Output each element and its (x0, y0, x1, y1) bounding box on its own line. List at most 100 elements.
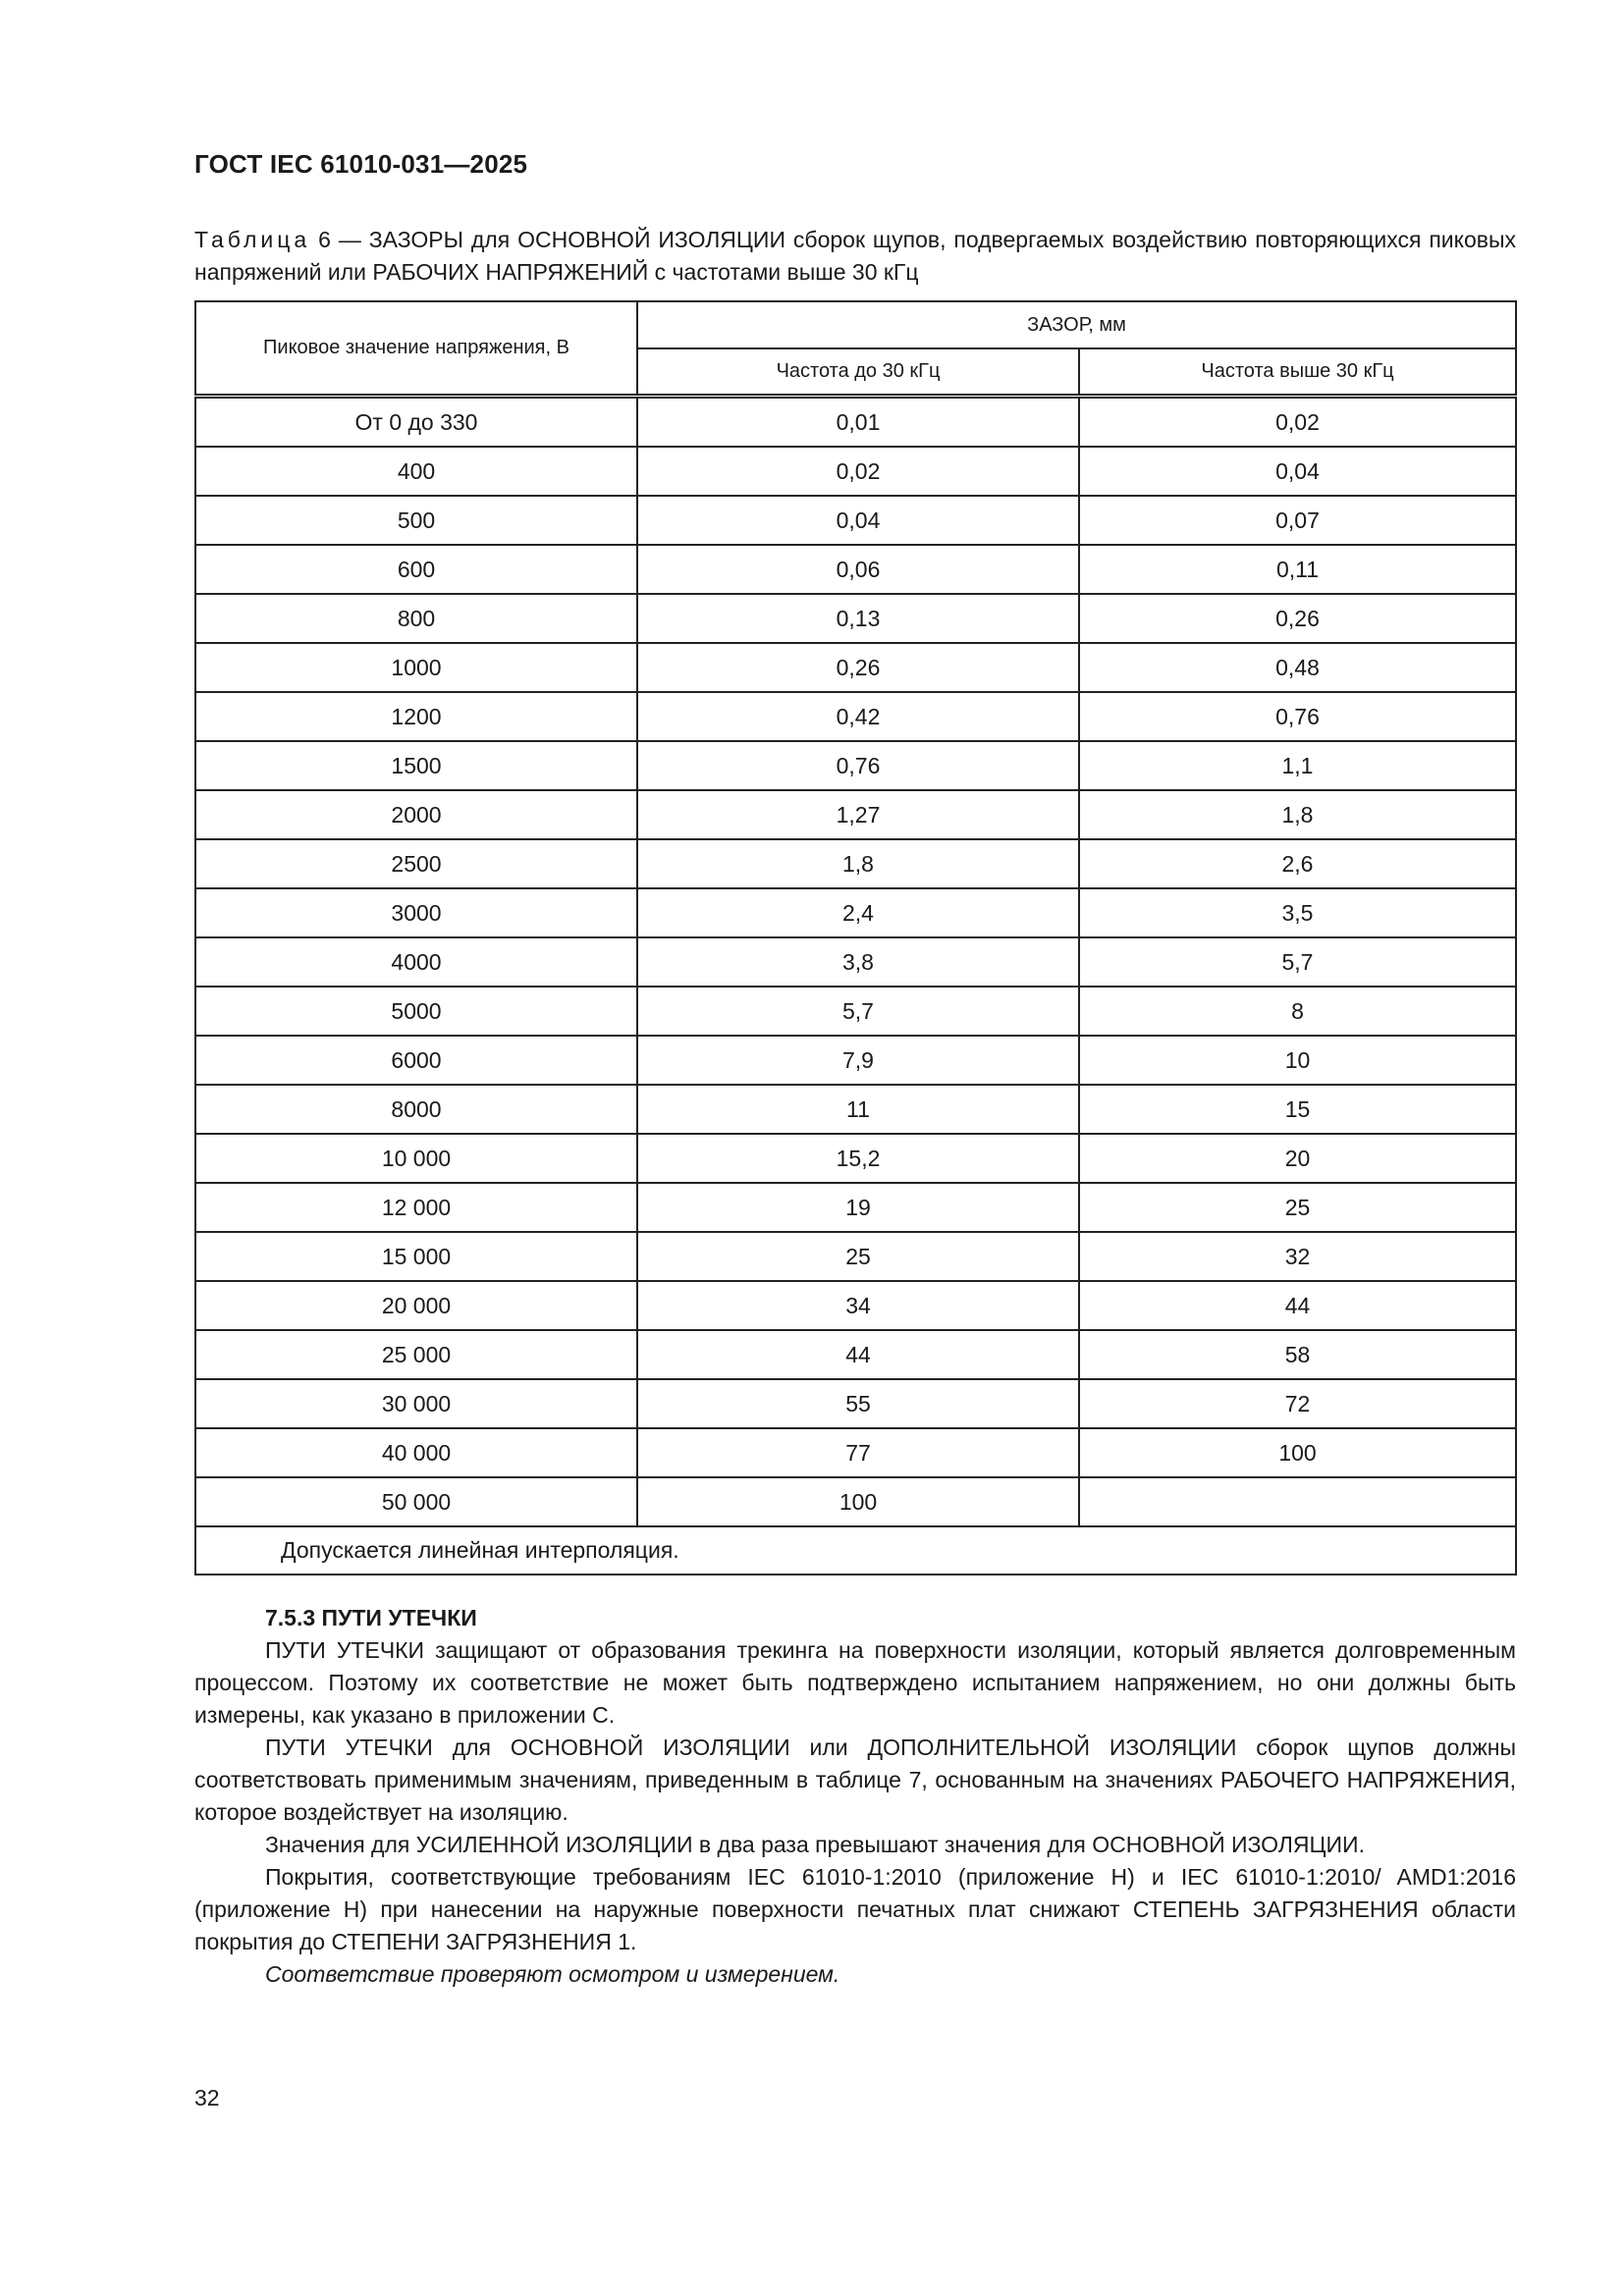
table-row: 40 000 77 100 (194, 1427, 1517, 1478)
cell-clearance-high: 3,5 (1078, 887, 1517, 938)
cell-clearance-high: 2,6 (1078, 838, 1517, 889)
paragraph: Значения для УСИЛЕННОЙ ИЗОЛЯЦИИ в два ра… (265, 1832, 1365, 1857)
cell-voltage: 5000 (194, 986, 638, 1037)
cell-clearance-low: 3,8 (636, 936, 1080, 988)
cell-clearance-high: 0,11 (1078, 544, 1517, 595)
cell-clearance-low: 77 (636, 1427, 1080, 1478)
table-row: 400 0,02 0,04 (194, 446, 1517, 497)
cell-voltage: 4000 (194, 936, 638, 988)
cell-clearance-low: 0,02 (636, 446, 1080, 497)
cell-clearance-high: 100 (1078, 1427, 1517, 1478)
cell-clearance-high: 0,76 (1078, 691, 1517, 742)
cell-clearance-low: 0,13 (636, 593, 1080, 644)
clearance-table: Пиковое значение напряжения, В ЗАЗОР, мм… (194, 300, 1517, 1575)
cell-clearance-low: 34 (636, 1280, 1080, 1331)
table-row: 12 000 19 25 (194, 1182, 1517, 1233)
cell-clearance-high: 0,26 (1078, 593, 1517, 644)
cell-voltage: 10 000 (194, 1133, 638, 1184)
table-row: 30 000 55 72 (194, 1378, 1517, 1429)
cell-clearance-low: 1,27 (636, 789, 1080, 840)
cell-clearance-high: 72 (1078, 1378, 1517, 1429)
section-heading: 7.5.3 ПУТИ УТЕЧКИ (265, 1605, 477, 1630)
table-row: 800 0,13 0,26 (194, 593, 1517, 644)
table-row: 1000 0,26 0,48 (194, 642, 1517, 693)
cell-voltage: 15 000 (194, 1231, 638, 1282)
cell-clearance-low: 0,06 (636, 544, 1080, 595)
cell-voltage: 8000 (194, 1084, 638, 1135)
cell-clearance-high: 58 (1078, 1329, 1517, 1380)
cell-clearance-high: 0,04 (1078, 446, 1517, 497)
header-freq-high: Частота выше 30 кГц (1078, 347, 1517, 399)
cell-voltage: 800 (194, 593, 638, 644)
cell-voltage: 25 000 (194, 1329, 638, 1380)
cell-clearance-low: 25 (636, 1231, 1080, 1282)
cell-voltage: 1500 (194, 740, 638, 791)
cell-clearance-high: 5,7 (1078, 936, 1517, 988)
table-row: 8000 11 15 (194, 1084, 1517, 1135)
cell-voltage: 20 000 (194, 1280, 638, 1331)
cell-clearance-high: 25 (1078, 1182, 1517, 1233)
cell-voltage: От 0 до 330 (194, 395, 638, 448)
cell-clearance-high: 8 (1078, 986, 1517, 1037)
cell-voltage: 40 000 (194, 1427, 638, 1478)
cell-clearance-high (1078, 1476, 1517, 1527)
cell-voltage: 600 (194, 544, 638, 595)
cell-voltage: 50 000 (194, 1476, 638, 1527)
cell-clearance-high: 20 (1078, 1133, 1517, 1184)
table-row: 1200 0,42 0,76 (194, 691, 1517, 742)
cell-clearance-low: 0,42 (636, 691, 1080, 742)
cell-clearance-low: 7,9 (636, 1035, 1080, 1086)
table-row: 50 000 100 (194, 1476, 1517, 1527)
table-row: От 0 до 330 0,01 0,02 (194, 395, 1517, 448)
cell-clearance-high: 1,1 (1078, 740, 1517, 791)
cell-clearance-low: 0,26 (636, 642, 1080, 693)
table-row: 25 000 44 58 (194, 1329, 1517, 1380)
header-peak-voltage: Пиковое значение напряжения, В (194, 300, 638, 399)
cell-voltage: 2500 (194, 838, 638, 889)
cell-clearance-low: 19 (636, 1182, 1080, 1233)
header-clearance: ЗАЗОР, мм (636, 300, 1517, 349)
table-caption: Таблица 6 — ЗАЗОРЫ для ОСНОВНОЙ ИЗОЛЯЦИИ… (194, 224, 1516, 289)
cell-voltage: 1200 (194, 691, 638, 742)
cell-clearance-low: 0,76 (636, 740, 1080, 791)
cell-voltage: 3000 (194, 887, 638, 938)
table-caption-text: 6 — ЗАЗОРЫ для ОСНОВНОЙ ИЗОЛЯЦИИ сборок … (194, 227, 1517, 285)
cell-clearance-high: 10 (1078, 1035, 1517, 1086)
paragraph: Покрытия, соответствующие требованиям IE… (194, 1864, 1516, 1954)
paragraph: ПУТИ УТЕЧКИ защищают от образования трек… (194, 1637, 1516, 1728)
cell-clearance-low: 1,8 (636, 838, 1080, 889)
cell-clearance-low: 55 (636, 1378, 1080, 1429)
table-row: 2500 1,8 2,6 (194, 838, 1517, 889)
cell-clearance-low: 5,7 (636, 986, 1080, 1037)
table-row: 15 000 25 32 (194, 1231, 1517, 1282)
table-row: 600 0,06 0,11 (194, 544, 1517, 595)
cell-clearance-low: 2,4 (636, 887, 1080, 938)
table-row: 500 0,04 0,07 (194, 495, 1517, 546)
table-row: 5000 5,7 8 (194, 986, 1517, 1037)
table-row: 4000 3,8 5,7 (194, 936, 1517, 988)
table-row: 2000 1,27 1,8 (194, 789, 1517, 840)
cell-clearance-high: 0,07 (1078, 495, 1517, 546)
paragraph: ПУТИ УТЕЧКИ для ОСНОВНОЙ ИЗОЛЯЦИИ или ДО… (194, 1735, 1516, 1825)
table-row: 20 000 34 44 (194, 1280, 1517, 1331)
cell-clearance-high: 44 (1078, 1280, 1517, 1331)
cell-clearance-high: 15 (1078, 1084, 1517, 1135)
table-label: Таблица (194, 227, 311, 252)
cell-voltage: 30 000 (194, 1378, 638, 1429)
cell-clearance-low: 100 (636, 1476, 1080, 1527)
cell-clearance-high: 32 (1078, 1231, 1517, 1282)
cell-clearance-low: 0,04 (636, 495, 1080, 546)
table-row: 10 000 15,2 20 (194, 1133, 1517, 1184)
table-row: 1500 0,76 1,1 (194, 740, 1517, 791)
cell-clearance-low: 15,2 (636, 1133, 1080, 1184)
cell-voltage: 12 000 (194, 1182, 638, 1233)
cell-voltage: 500 (194, 495, 638, 546)
cell-clearance-high: 0,02 (1078, 395, 1517, 448)
document-header: ГОСТ IEC 61010-031—2025 (194, 149, 528, 179)
cell-voltage: 1000 (194, 642, 638, 693)
cell-clearance-high: 0,48 (1078, 642, 1517, 693)
cell-clearance-high: 1,8 (1078, 789, 1517, 840)
section-7-5-3: 7.5.3 ПУТИ УТЕЧКИ ПУТИ УТЕЧКИ защищают о… (194, 1602, 1516, 1991)
compliance-statement: Соответствие проверяют осмотром и измере… (265, 1961, 840, 1987)
cell-clearance-low: 0,01 (636, 395, 1080, 448)
